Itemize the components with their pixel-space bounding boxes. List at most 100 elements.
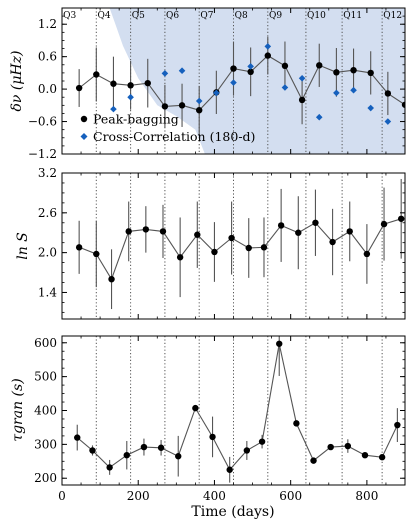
data-point	[176, 254, 184, 261]
data-point	[196, 107, 203, 114]
data-point	[260, 244, 268, 251]
quarter-label: Q8	[235, 11, 248, 21]
data-point	[93, 250, 100, 258]
data-point	[157, 444, 165, 451]
data-point	[161, 103, 169, 110]
data-point	[346, 228, 353, 235]
data-point	[93, 71, 100, 78]
x-tick-label: 0	[58, 489, 66, 503]
quarter-label: Q7	[200, 11, 213, 21]
panel-ln-s: 1.4 2.0 2.6 3.2 ln S	[15, 166, 406, 320]
cross-correlation-point	[298, 74, 306, 82]
data-point	[178, 102, 186, 109]
data-point	[123, 452, 130, 459]
y-tick-label: 200	[34, 471, 57, 485]
data-point	[281, 62, 289, 70]
data-point	[142, 226, 150, 233]
data-point	[127, 82, 134, 89]
x-tick-label: 600	[279, 489, 302, 503]
quarter-label: Q5	[132, 11, 145, 21]
quarter-label: Q12	[383, 11, 402, 21]
data-point	[384, 90, 392, 97]
panel-frequency-shift: Q3 Q4 Q5 Q6 Q7 Q8 Q9 Q10 Q11 Q12 −1.2 −0.6 0.0 0.6 1.…	[9, 7, 406, 161]
series-line	[78, 218, 402, 281]
cross-correlation-point	[264, 43, 272, 50]
ylabel-ln-s: ln S	[15, 232, 31, 260]
y-tick-label: 2.6	[38, 206, 57, 220]
cross-correlation-point	[127, 93, 134, 101]
data-point	[211, 248, 218, 256]
data-point	[140, 443, 148, 451]
data-point	[110, 80, 117, 87]
data-point	[329, 238, 336, 246]
data-point	[276, 340, 283, 347]
cross-correlation-point	[161, 70, 169, 77]
data-point	[316, 62, 323, 69]
ylabel-granulation-timescale: τgran (s)	[10, 378, 26, 441]
data-point	[209, 433, 216, 441]
x-tick-label: 800	[355, 489, 378, 503]
cross-correlation-point	[230, 79, 237, 86]
y-tick-label: 500	[34, 370, 57, 384]
data-point	[333, 69, 340, 76]
series-line	[76, 343, 398, 471]
data-point	[298, 96, 306, 104]
cross-correlation-point	[110, 105, 117, 113]
cross-correlation-point	[350, 86, 357, 94]
legend-label-peak-bagging: Peak-bagging	[93, 112, 179, 127]
data-point	[75, 244, 83, 251]
data-point	[106, 464, 113, 471]
data-point	[327, 443, 334, 451]
quarter-label: Q6	[166, 11, 179, 21]
data-point	[258, 438, 266, 445]
data-point	[397, 215, 405, 222]
data-point	[228, 234, 235, 242]
data-point	[245, 244, 252, 252]
y-tick-label: 600	[34, 336, 57, 350]
data-point	[293, 420, 300, 427]
data-point	[89, 447, 96, 454]
data-point	[192, 404, 199, 412]
data-point	[230, 65, 237, 72]
y-tick-label: 0.0	[38, 82, 57, 96]
legend-label-cross-correlation: Cross-Correlation (180-d)	[93, 129, 255, 144]
data-point	[394, 421, 401, 429]
y-tick-label: 1.2	[38, 17, 57, 31]
data-point	[243, 447, 251, 454]
data-point	[380, 220, 388, 228]
cross-correlation-point	[281, 84, 289, 91]
quarter-label: Q4	[97, 11, 110, 21]
cross-correlation-point	[315, 113, 323, 121]
quarter-label: Q3	[63, 11, 76, 21]
data-point	[295, 229, 302, 236]
data-point	[175, 453, 182, 460]
quarter-label: Q9	[269, 11, 282, 21]
cross-correlation-point	[247, 63, 254, 70]
y-tick-label: −1.2	[28, 147, 57, 161]
xlabel-time: Time (days)	[191, 504, 274, 520]
x-tick-label: 200	[127, 489, 150, 503]
y-tick-label: 2.0	[38, 246, 57, 260]
y-tick-label: 3.2	[38, 166, 57, 180]
data-point	[310, 457, 317, 464]
cross-correlation-point	[195, 97, 203, 105]
data-point	[378, 454, 386, 461]
cross-correlation-point	[384, 118, 392, 125]
data-point	[194, 231, 201, 238]
legend: Peak-bagging Cross-Correlation (180-d)	[80, 112, 255, 144]
x-tick-label: 400	[203, 489, 226, 503]
cross-correlation-point	[367, 104, 374, 112]
cross-correlation-point	[213, 89, 220, 97]
cross-correlation-point	[333, 89, 340, 97]
ylabel-frequency-shift: δν (μHz)	[9, 51, 25, 112]
data-point	[361, 452, 369, 459]
data-point	[226, 466, 233, 473]
shaded-region	[109, 8, 405, 154]
data-point	[108, 275, 115, 283]
data-point	[144, 79, 151, 87]
quarter-label: Q11	[343, 11, 362, 21]
y-tick-label: 300	[34, 437, 57, 451]
legend-marker-cross-correlation	[80, 133, 88, 140]
